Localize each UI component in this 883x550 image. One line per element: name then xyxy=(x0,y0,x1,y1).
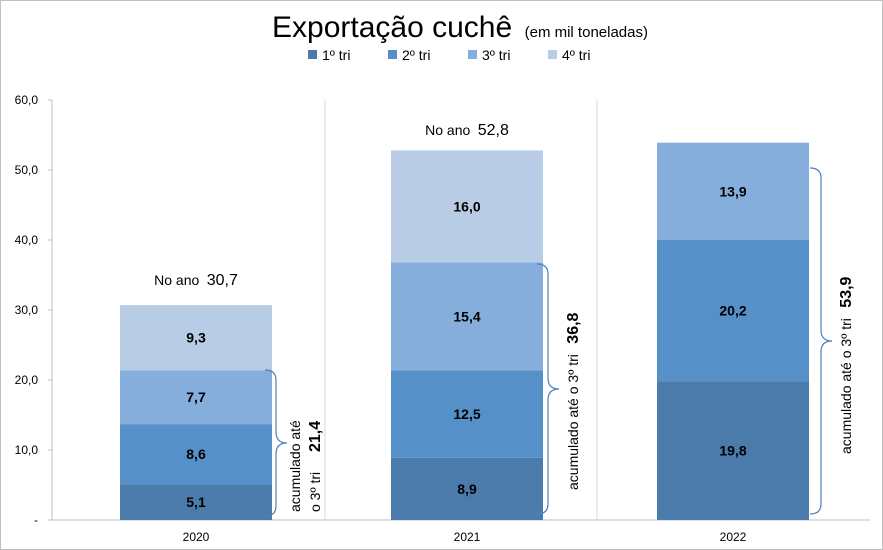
data-label: 12,5 xyxy=(453,406,480,422)
y-tick-label: 40,0 xyxy=(15,233,39,247)
ytd-2020-line1: acumulado até xyxy=(287,420,303,512)
year-total-value: 52,8 xyxy=(478,122,509,139)
bar-segment xyxy=(120,305,272,371)
legend-swatch-1tri xyxy=(308,50,317,59)
bar-segment xyxy=(391,150,543,263)
data-label: 5,1 xyxy=(186,494,206,510)
legend-swatch-4tri xyxy=(548,50,557,59)
data-label: 16,0 xyxy=(453,198,480,214)
brace-2022 xyxy=(809,167,833,515)
ytd-2020: acumulado até o 3º tri 21,4 xyxy=(287,420,324,512)
ytd-2022-value: 53,9 xyxy=(838,276,855,307)
data-label: 8,6 xyxy=(186,446,206,462)
legend-label-3tri: 3º tri xyxy=(482,47,510,63)
y-tick-label: 10,0 xyxy=(15,443,39,457)
data-label: 7,7 xyxy=(186,389,206,405)
chart-title-group: Exportação cuchê (em mil toneladas) xyxy=(272,11,648,44)
x-axis-categories: 2020 2021 2022 xyxy=(183,530,747,544)
year-total-label: No ano xyxy=(154,272,199,288)
y-tick-label: 60,0 xyxy=(15,93,39,107)
bar-segment xyxy=(657,381,809,520)
y-tick-label: 50,0 xyxy=(15,163,39,177)
chart-subtitle: (em mil toneladas) xyxy=(525,24,648,41)
bar-segment xyxy=(391,370,543,458)
year-total-2020: No ano 30,7 xyxy=(154,272,238,289)
bar-segment xyxy=(657,142,809,240)
year-total-value: 30,7 xyxy=(207,272,238,289)
ytd-2020-line2: o 3º tri xyxy=(307,472,323,512)
ytd-2021-value: 36,8 xyxy=(565,312,582,343)
bar-segment xyxy=(120,370,272,425)
brace-2021 xyxy=(536,263,560,515)
data-label: 13,9 xyxy=(719,183,746,199)
brace-2020 xyxy=(264,369,288,517)
y-tick-label: 20,0 xyxy=(15,373,39,387)
bar-segment xyxy=(120,424,272,485)
legend-swatch-2tri xyxy=(388,50,397,59)
ytd-2021: acumulado até o 3º tri 36,8 xyxy=(565,312,582,490)
bar-segment xyxy=(391,262,543,371)
year-total-2021: No ano 52,8 xyxy=(425,122,509,139)
y-tick-label: - xyxy=(34,513,38,527)
legend-swatch-3tri xyxy=(468,50,477,59)
x-tick-label: 2020 xyxy=(183,530,210,544)
bar-segment xyxy=(391,457,543,520)
data-label: 8,9 xyxy=(457,481,477,497)
legend-label-1tri: 1º tri xyxy=(322,47,350,63)
data-label: 20,2 xyxy=(719,303,746,319)
legend: 1º tri 2º tri 3º tri 4º tri xyxy=(308,47,590,63)
data-label: 15,4 xyxy=(453,308,480,324)
bar-segment xyxy=(657,240,809,382)
data-label: 19,8 xyxy=(719,443,746,459)
bar-segment xyxy=(120,484,272,520)
data-label: 9,3 xyxy=(186,330,206,346)
ytd-2022-text-group: acumulado até o 3º tri 53,9 xyxy=(838,276,855,454)
legend-label-2tri: 2º tri xyxy=(402,47,430,63)
ytd-2020-value: 21,4 xyxy=(307,421,324,452)
y-axis-ticks: - 10,0 20,0 30,0 40,0 50,0 60,0 xyxy=(15,93,52,527)
data-labels: 5,1 8,6 7,7 9,3 8,9 12,5 15,4 16,0 19,8 20,2 13,9 xyxy=(186,183,747,510)
ytd-2021-text: acumulado até o 3º tri xyxy=(565,354,581,490)
x-tick-label: 2021 xyxy=(454,530,481,544)
ytd-2022: acumulado até o 3º tri 53,9 xyxy=(838,276,855,454)
year-total-label: No ano xyxy=(425,122,470,138)
bars xyxy=(120,142,809,520)
x-tick-label: 2022 xyxy=(720,530,747,544)
y-tick-label: 30,0 xyxy=(15,303,39,317)
chart-title: Exportação cuchê xyxy=(272,11,512,44)
ytd-2022-text: acumulado até o 3º tri xyxy=(838,318,854,454)
ytd-2021-text-group: acumulado até o 3º tri 36,8 xyxy=(565,312,582,490)
legend-label-4tri: 4º tri xyxy=(562,47,590,63)
